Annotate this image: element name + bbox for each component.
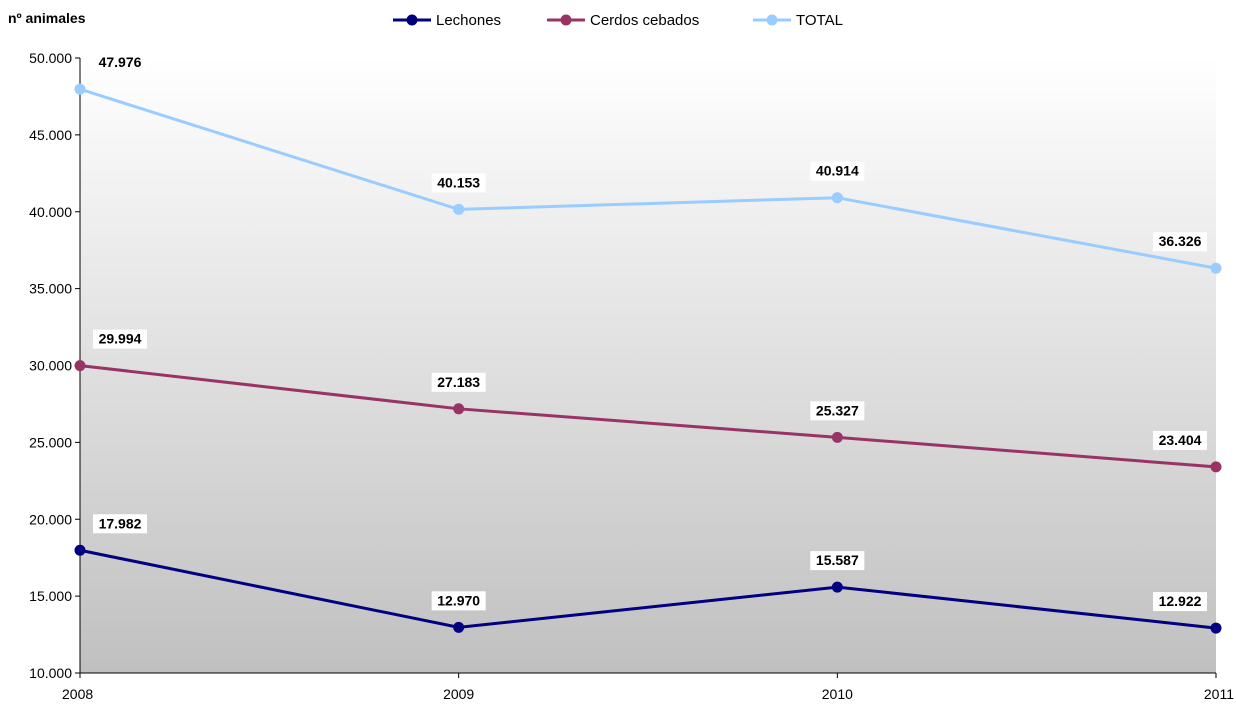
- series-line: [79, 548, 1217, 630]
- data-label-bg: [810, 551, 865, 571]
- legend: Lechones Cerdos cebados TOTAL: [393, 12, 843, 29]
- data-label-bg: [431, 591, 486, 611]
- plot-area: [80, 58, 1216, 673]
- data-label-bg: [1153, 430, 1207, 450]
- data-label: 29.994: [99, 331, 142, 347]
- data-label-bg: [93, 514, 147, 534]
- legend-label: Lechones: [436, 12, 501, 29]
- data-point: [1210, 461, 1222, 473]
- legend-label: Cerdos cebados: [590, 12, 699, 29]
- data-label: 25.327: [816, 402, 859, 418]
- legend-swatch-marker: [560, 14, 572, 26]
- data-label-bg: [431, 372, 486, 392]
- data-point: [831, 192, 843, 204]
- data-point: [831, 431, 843, 443]
- data-label-bg: [1153, 592, 1207, 612]
- data-label: 40.914: [816, 163, 859, 179]
- y-tick-label: 50.000: [29, 50, 72, 66]
- legend-swatch-marker: [766, 14, 778, 26]
- data-label-bg: [93, 329, 147, 349]
- data-label-bg: [93, 53, 147, 73]
- data-point: [74, 544, 86, 556]
- data-point: [453, 621, 465, 633]
- x-tick-label: 2011: [1204, 686, 1234, 702]
- y-tick-label: 30.000: [29, 358, 72, 374]
- series-line: [79, 87, 1217, 270]
- data-point: [831, 581, 843, 593]
- y-tick-label: 20.000: [29, 511, 72, 527]
- data-label: 36.326: [1159, 233, 1202, 249]
- y-axis: 10.000 15.000 20.000 25.000 30.000 35.000 40.0…: [29, 50, 81, 681]
- y-tick-label: 15.000: [29, 588, 72, 604]
- data-label: 12.970: [437, 592, 480, 608]
- data-label-bg: [431, 173, 486, 193]
- y-tick-label: 45.000: [29, 127, 72, 143]
- data-label: 23.404: [1159, 432, 1202, 448]
- legend-swatch-marker: [406, 14, 418, 26]
- data-labels: 17.982 12.970 15.587 12.922 29.994 27.183 25.3…: [93, 53, 1207, 612]
- x-tick-label: 2010: [822, 686, 853, 702]
- data-label: 47.976: [99, 54, 142, 70]
- y-tick-label: 10.000: [29, 665, 72, 681]
- data-point: [74, 83, 86, 95]
- data-point: [453, 203, 465, 215]
- x-axis: 2008 2009 2010 2011: [62, 672, 1234, 702]
- data-point: [74, 360, 86, 372]
- data-label: 40.153: [437, 174, 480, 190]
- data-label-bg: [1153, 232, 1207, 252]
- data-label-bg: [810, 161, 865, 181]
- x-tick-label: 2008: [62, 686, 93, 702]
- data-label: 15.587: [816, 552, 859, 568]
- data-point: [1210, 622, 1222, 634]
- legend-label: TOTAL: [796, 12, 843, 29]
- y-axis-label: nº animales: [8, 10, 86, 26]
- data-point: [453, 403, 465, 415]
- series-layer: [74, 83, 1222, 634]
- data-point: [1210, 262, 1222, 274]
- data-label-bg: [810, 401, 865, 421]
- data-label: 27.183: [437, 374, 480, 390]
- y-tick-label: 40.000: [29, 204, 72, 220]
- data-label: 17.982: [99, 515, 142, 531]
- y-tick-label: 25.000: [29, 434, 72, 450]
- series-line: [79, 364, 1217, 469]
- x-tick-label: 2009: [443, 686, 474, 702]
- y-tick-label: 35.000: [29, 281, 72, 297]
- data-label: 12.922: [1159, 593, 1202, 609]
